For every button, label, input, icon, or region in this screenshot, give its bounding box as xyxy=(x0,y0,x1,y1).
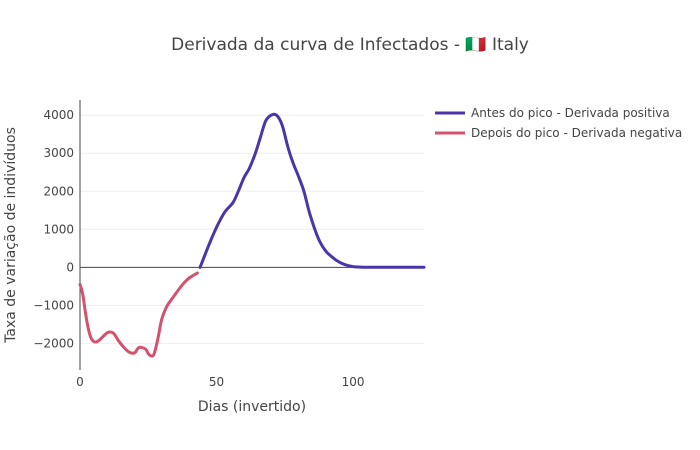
legend-item-positive[interactable]: Antes do pico - Derivada positiva xyxy=(435,106,670,120)
x-tick-label: 100 xyxy=(342,375,365,389)
grid-layer xyxy=(80,114,424,344)
legend[interactable]: Antes do pico - Derivada positiva Depois… xyxy=(435,106,682,140)
legend-item-negative[interactable]: Depois do pico - Derivada negativa xyxy=(435,126,682,140)
x-tick-label: 50 xyxy=(209,375,224,389)
y-tick-label: 2000 xyxy=(43,184,74,198)
x-tick-label: 0 xyxy=(76,375,84,389)
chart-title: Derivada da curva de Infectados - 🇮🇹 Ita… xyxy=(171,35,529,55)
y-tick-label: −2000 xyxy=(33,336,74,350)
y-axis-title: Taxa de variação de indivíduos xyxy=(3,127,19,344)
x-axis-title: Dias (invertido) xyxy=(198,399,306,415)
series-line-positive[interactable] xyxy=(198,112,426,269)
series-line-negative[interactable] xyxy=(78,271,199,358)
legend-label-positive: Antes do pico - Derivada positiva xyxy=(471,106,670,120)
axes-layer: −2000 −1000 0 1000 2000 3000 4000 0 50 100 xyxy=(33,100,424,389)
y-tick-label: 1000 xyxy=(43,222,74,236)
y-tick-label: −1000 xyxy=(33,298,74,312)
y-tick-label: 3000 xyxy=(43,146,74,160)
legend-label-negative: Depois do pico - Derivada negativa xyxy=(471,126,682,140)
y-tick-label: 0 xyxy=(66,260,74,274)
series-layer xyxy=(78,112,426,358)
y-tick-label: 4000 xyxy=(43,108,74,122)
